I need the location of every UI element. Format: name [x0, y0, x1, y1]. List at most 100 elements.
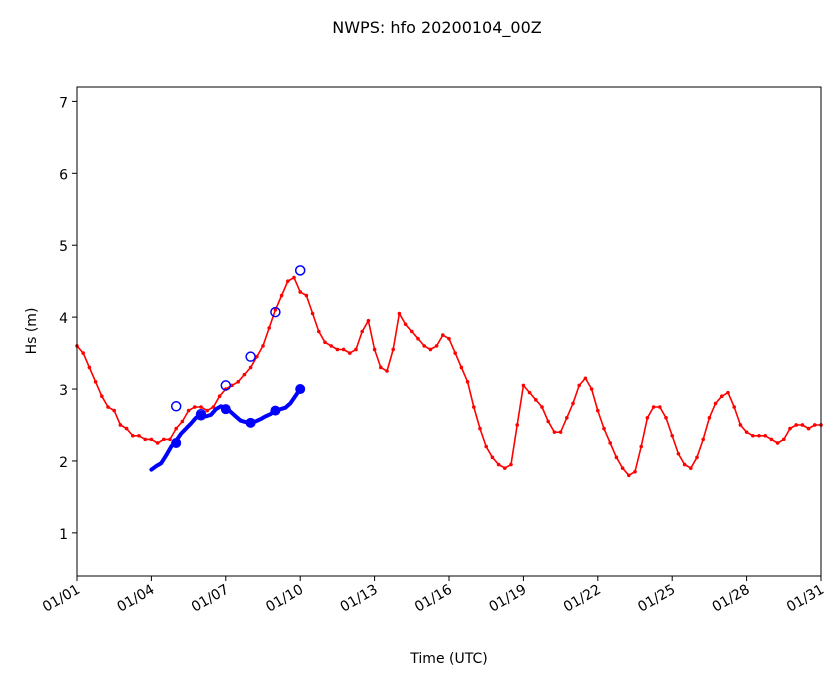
- observed-point: [428, 347, 433, 352]
- plot-frame: [76, 86, 822, 577]
- x-tick-label: 01/13: [338, 582, 381, 616]
- observed-point: [348, 351, 352, 355]
- observed-point: [639, 444, 643, 449]
- observed-point: [124, 426, 129, 431]
- observed-point: [465, 380, 470, 384]
- x-axis-label: Time (UTC): [409, 651, 487, 667]
- y-axis-label: Hs (m): [24, 308, 40, 355]
- forecast-marker: [195, 408, 207, 420]
- observed-point: [193, 405, 197, 409]
- observed-point: [534, 398, 538, 402]
- observed-point: [472, 405, 476, 409]
- observed-point: [403, 322, 408, 327]
- observed-point: [503, 466, 507, 470]
- observed-point: [633, 469, 637, 474]
- observed-line: [76, 276, 821, 477]
- observed-point: [490, 455, 495, 460]
- y-tick-label: 6: [59, 167, 68, 183]
- chart-title: NWPS: hfo 20200104_00Z: [332, 18, 542, 38]
- forecast-marker: [220, 380, 232, 391]
- x-axis: 01/01 01/04 01/07 01/10 01/13 01/16 01/19 01/22…: [40, 576, 827, 616]
- observed-point: [782, 437, 786, 442]
- x-tick-label: 01/07: [189, 582, 232, 616]
- plot-area: [75, 265, 823, 478]
- observed-point: [87, 365, 92, 370]
- observed-point: [707, 415, 712, 420]
- observed-point: [484, 444, 489, 449]
- observed-point: [583, 376, 588, 381]
- observed-point: [521, 383, 526, 388]
- observed-point: [546, 419, 550, 424]
- observed-point: [713, 401, 718, 406]
- forecast-line: [149, 387, 303, 472]
- x-tick-label: 01/31: [784, 582, 827, 616]
- observed-point: [441, 333, 445, 337]
- x-tick-label: 01/10: [263, 582, 306, 616]
- observed-point: [627, 473, 631, 478]
- x-tick-label: 01/22: [561, 582, 604, 616]
- observed-point: [527, 390, 532, 395]
- x-tick-label: 01/28: [710, 582, 753, 616]
- observed-point: [577, 383, 581, 388]
- observed-point: [248, 365, 253, 370]
- observed-point: [769, 437, 774, 442]
- observed-point: [118, 423, 123, 427]
- observed-point: [682, 462, 687, 467]
- observed-point: [137, 433, 141, 438]
- observed-point: [397, 311, 402, 316]
- observed-point: [329, 344, 334, 348]
- observed-point: [763, 433, 767, 438]
- observed-point: [385, 369, 389, 373]
- observed-point: [558, 430, 563, 434]
- observed-point: [354, 347, 358, 352]
- observed-point: [459, 365, 464, 370]
- observed-point: [689, 466, 693, 470]
- observed-point: [168, 437, 172, 442]
- forecast-point: [220, 404, 231, 415]
- forecast-point: [171, 437, 182, 448]
- observed-point: [199, 405, 203, 409]
- observed-point: [366, 318, 371, 323]
- observed-point: [645, 415, 650, 420]
- observed-point: [447, 336, 451, 341]
- observed-point: [143, 437, 147, 442]
- observed-point: [744, 430, 749, 434]
- observed-point: [732, 405, 736, 409]
- y-axis: 1 2 3 4 5 6 7: [59, 95, 77, 543]
- observed-point: [478, 426, 482, 431]
- observed-point: [186, 408, 191, 413]
- observed-point: [509, 462, 513, 467]
- observed-point: [81, 351, 85, 355]
- observed-point: [286, 279, 290, 283]
- observed-point: [205, 408, 209, 413]
- observed-point: [323, 340, 327, 345]
- observed-point: [360, 329, 365, 334]
- observed-point: [496, 462, 501, 467]
- forecast-marker: [170, 401, 182, 412]
- observed-point: [434, 344, 439, 348]
- observed-point: [410, 329, 414, 334]
- observed-point: [180, 419, 185, 424]
- observed-point: [806, 426, 811, 431]
- x-tick-label: 01/25: [635, 582, 678, 616]
- y-tick-label: 5: [59, 239, 68, 255]
- observed-point: [620, 466, 625, 470]
- observed-point: [93, 380, 98, 384]
- observed-point: [211, 405, 216, 409]
- observed-point: [292, 275, 296, 280]
- observed-point: [304, 293, 309, 298]
- observed-point: [571, 401, 575, 406]
- observed-point: [391, 347, 396, 352]
- observed-point: [540, 405, 544, 409]
- observed-point: [379, 365, 383, 370]
- observed-point: [800, 423, 805, 427]
- observed-point: [670, 433, 674, 438]
- observed-point: [416, 336, 420, 341]
- x-tick-label: 01/16: [412, 582, 455, 616]
- forecast-marker: [270, 306, 281, 318]
- observed-point: [106, 405, 110, 409]
- observed-point: [515, 423, 519, 427]
- observed-point: [794, 423, 798, 427]
- y-tick-label: 4: [59, 311, 68, 327]
